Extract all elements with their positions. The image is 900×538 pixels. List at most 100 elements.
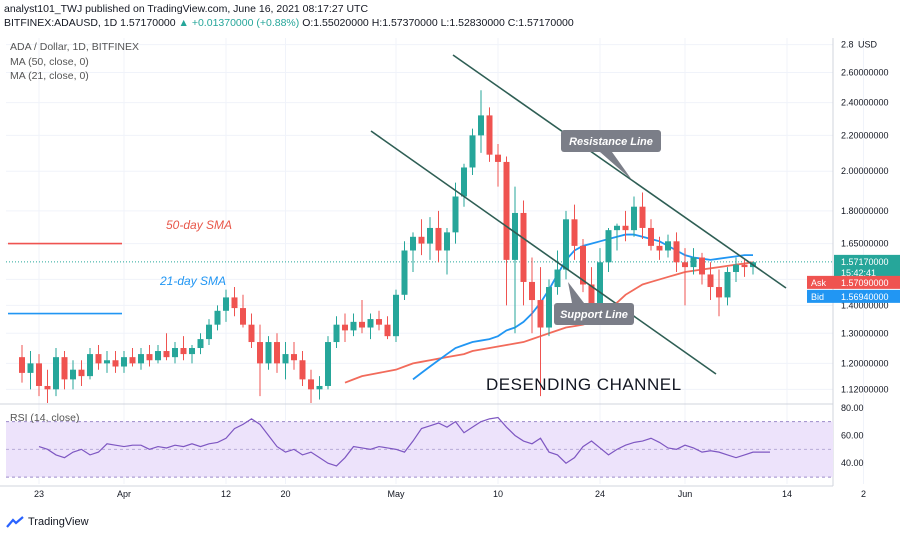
candle-up xyxy=(197,339,204,349)
candle-down xyxy=(308,379,314,390)
ma21-legend: MA (21, close, 0) xyxy=(10,70,89,82)
time-tick-label: Apr xyxy=(117,489,131,499)
tradingview-logo-icon xyxy=(6,516,24,528)
candle-down xyxy=(520,212,527,282)
candle-down xyxy=(359,321,365,328)
price-tick-label: 2.40000000 xyxy=(841,98,889,108)
last-price-tag xyxy=(834,254,900,279)
bid-label: Bid xyxy=(811,292,824,302)
time-tick-label: 20 xyxy=(280,489,290,499)
candle-down xyxy=(529,281,535,301)
high-label: H: xyxy=(371,17,383,29)
resistance-label: Resistance Line xyxy=(569,136,653,148)
last-price-tag-value: 1.57170000 xyxy=(841,257,889,267)
candle-down xyxy=(571,219,578,246)
candle-up xyxy=(27,363,34,373)
rsi-band xyxy=(6,421,833,478)
candle-down xyxy=(231,297,238,309)
candle-down xyxy=(537,300,544,328)
candle-up xyxy=(214,310,221,325)
candle-down xyxy=(741,264,748,268)
candle-down xyxy=(716,287,722,298)
price-tick-label: 1.20000000 xyxy=(841,358,889,368)
candle-up xyxy=(546,287,552,328)
support-trend-line[interactable] xyxy=(370,130,717,375)
price-tick-label: 1.65000000 xyxy=(841,239,889,249)
candle-up xyxy=(265,342,272,364)
brand-footer: TradingView xyxy=(6,516,89,528)
low-value: 1.52830000 xyxy=(449,17,505,29)
axes: 2.8 USD 2.60000000 2.40000000 2.20000000 2.00… xyxy=(34,40,900,499)
candle-down xyxy=(435,227,442,251)
candle-down xyxy=(673,241,680,263)
candle-down xyxy=(61,357,68,380)
candle-up xyxy=(452,196,459,233)
price-tick-label: 1.12000000 xyxy=(841,384,889,394)
candle-down xyxy=(495,154,501,162)
candle-down xyxy=(639,206,646,228)
time-tick-label: 12 xyxy=(221,489,231,499)
time-tick-label: 23 xyxy=(34,489,44,499)
candle-up xyxy=(665,241,671,251)
candle-down xyxy=(36,363,42,386)
candle-down xyxy=(580,245,586,285)
sma21-annotation: 21-day SMA xyxy=(159,274,226,288)
candle-down xyxy=(376,319,382,325)
candle-down xyxy=(78,369,85,377)
resistance-callout-box xyxy=(561,130,661,152)
candle-down xyxy=(112,360,119,367)
candle-down xyxy=(486,115,493,155)
price-tick-label: 1.30000000 xyxy=(841,328,889,338)
candle-up xyxy=(469,135,476,168)
candle-up xyxy=(367,319,374,328)
candle-down xyxy=(342,324,348,331)
trend-lines[interactable] xyxy=(370,54,787,375)
candle-down xyxy=(257,342,263,364)
candle-up xyxy=(733,264,739,272)
publisher-line: analyst101_TWJ published on TradingView.… xyxy=(4,3,369,15)
candle-up xyxy=(333,324,340,343)
open-label: O: xyxy=(302,17,314,29)
rsi-tick-label: 80.00 xyxy=(841,403,864,413)
time-tick-label: Jun xyxy=(678,489,693,499)
bid-tag xyxy=(807,289,900,303)
price-tick-label: 2.60000000 xyxy=(841,68,889,78)
candle-up xyxy=(614,225,620,231)
symbol-label: BITFINEX:ADAUSD, 1D xyxy=(4,17,118,29)
price-tick-label: 2.8 xyxy=(841,40,854,50)
candle-up xyxy=(478,115,484,136)
time-tick-label: May xyxy=(387,489,405,499)
chart-title: ADA / Dollar, 1D, BITFINEX xyxy=(10,41,139,53)
candle-up xyxy=(87,354,93,377)
candle-up xyxy=(155,351,161,361)
candle-up xyxy=(316,385,323,390)
candle-up xyxy=(512,212,518,260)
high-value: 1.57370000 xyxy=(382,17,438,29)
brand-name: TradingView xyxy=(28,516,89,528)
candle-up xyxy=(410,236,416,251)
candle-down xyxy=(95,354,102,364)
currency-label: USD xyxy=(858,40,878,50)
candle-down xyxy=(648,227,654,246)
candle-down xyxy=(248,324,255,343)
candle-up xyxy=(690,257,697,268)
candle-down xyxy=(588,284,595,311)
candle-down xyxy=(384,324,391,337)
resistance-trend-line[interactable] xyxy=(452,54,787,289)
annotations: 50-day SMA 21-day SMA Resistance Line Suppo… xyxy=(159,130,681,394)
candle-up xyxy=(554,269,561,288)
price-tick-label: 1.80000000 xyxy=(841,206,889,216)
candles xyxy=(19,90,756,403)
candle-down xyxy=(180,348,187,355)
ohlc-line: BITFINEX:ADAUSD, 1D 1.57170000 ▲ +0.0137… xyxy=(4,17,574,29)
rsi-tick-label: 40.00 xyxy=(841,458,864,468)
sma50-annotation: 50-day SMA xyxy=(166,218,232,232)
candle-down xyxy=(699,257,705,275)
candle-up xyxy=(325,342,331,386)
candle-up xyxy=(393,294,399,337)
price-tick-label: 2.00000000 xyxy=(841,166,889,176)
candle-up xyxy=(104,360,110,364)
horizontal-lines xyxy=(6,242,833,315)
candle-down xyxy=(418,236,425,244)
